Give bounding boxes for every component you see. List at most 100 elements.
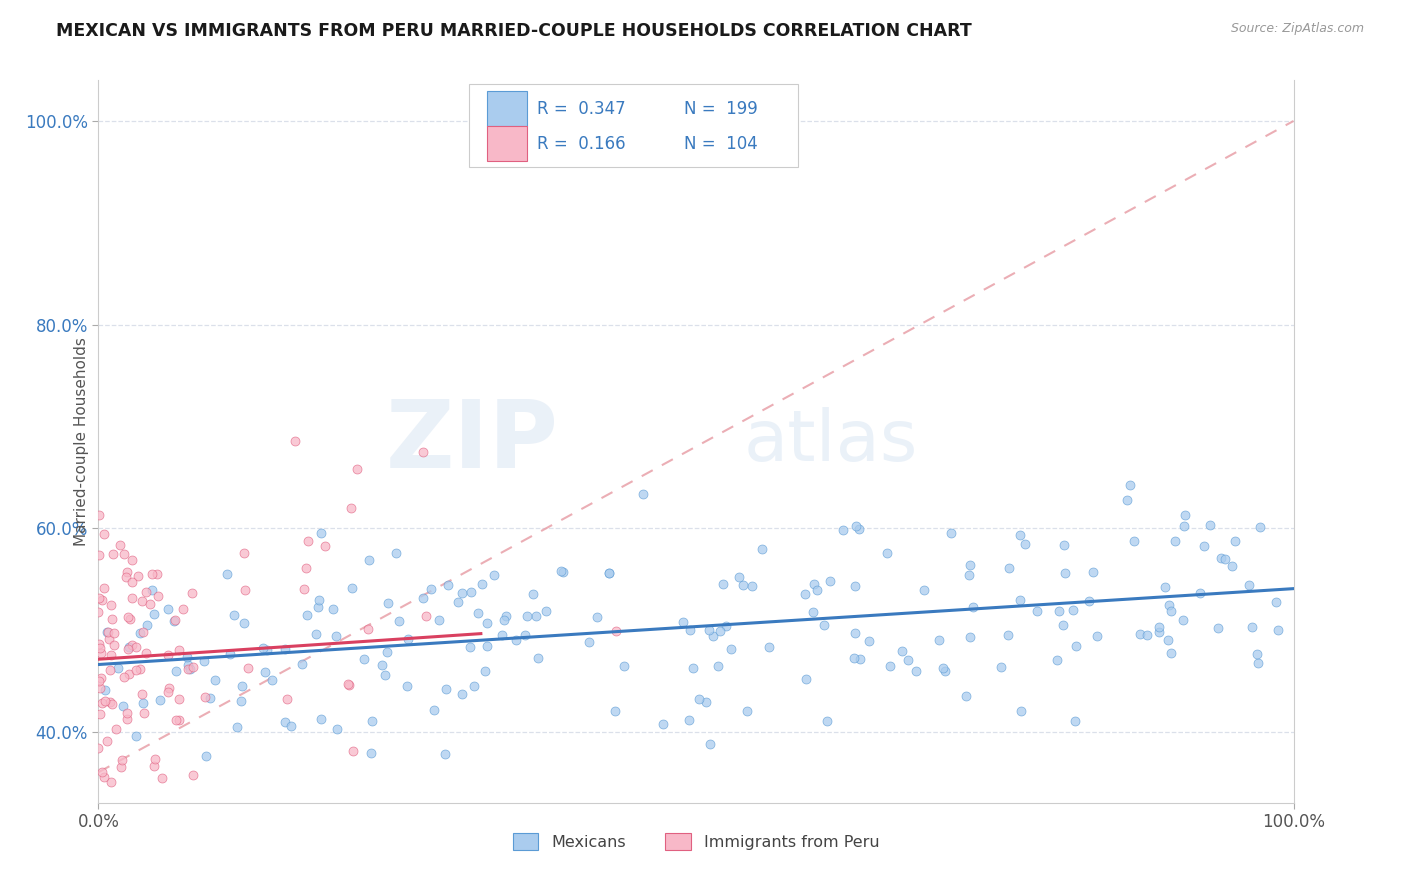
- Point: [633, 487, 655, 501]
- Point: [97, 625, 120, 640]
- Point: [291, 657, 314, 672]
- Point: [108, 538, 131, 552]
- Point: [1116, 492, 1139, 507]
- Point: [193, 654, 215, 668]
- Point: [711, 576, 734, 591]
- Point: [550, 564, 572, 578]
- Point: [371, 658, 394, 673]
- Point: [165, 613, 187, 627]
- Point: [314, 539, 336, 553]
- Point: [87, 636, 110, 650]
- Point: [149, 693, 172, 707]
- FancyBboxPatch shape: [486, 126, 527, 161]
- Point: [217, 567, 239, 582]
- Point: [357, 622, 380, 636]
- Point: [117, 610, 139, 624]
- Point: [672, 615, 695, 629]
- Point: [165, 713, 187, 727]
- Point: [1010, 704, 1032, 718]
- Point: [477, 639, 499, 653]
- Point: [121, 574, 143, 589]
- Point: [1047, 605, 1070, 619]
- Point: [879, 659, 901, 673]
- Point: [284, 434, 307, 448]
- Point: [1160, 646, 1182, 660]
- Point: [125, 729, 148, 743]
- Point: [129, 662, 152, 676]
- Point: [252, 641, 274, 656]
- Point: [117, 713, 139, 727]
- Point: [110, 826, 132, 840]
- Point: [342, 744, 364, 758]
- Point: [1062, 602, 1084, 616]
- Point: [845, 518, 868, 533]
- Point: [89, 706, 111, 721]
- Point: [115, 565, 138, 579]
- Point: [103, 626, 125, 640]
- Point: [679, 624, 702, 638]
- Point: [702, 629, 724, 643]
- Point: [141, 567, 163, 582]
- Point: [114, 872, 136, 887]
- Point: [707, 659, 730, 673]
- Point: [395, 679, 418, 693]
- Point: [955, 689, 977, 703]
- Point: [87, 548, 110, 562]
- Point: [308, 593, 330, 607]
- Point: [260, 673, 283, 687]
- Text: ZIP: ZIP: [385, 395, 558, 488]
- Point: [135, 585, 157, 599]
- Point: [412, 591, 434, 606]
- Point: [89, 681, 111, 696]
- Point: [360, 714, 382, 728]
- Point: [467, 606, 489, 620]
- Point: [233, 615, 256, 630]
- Point: [1085, 629, 1108, 643]
- Point: [957, 567, 980, 582]
- Point: [96, 734, 118, 748]
- Point: [118, 640, 141, 654]
- Point: [377, 596, 399, 610]
- Point: [697, 624, 720, 638]
- Point: [1211, 550, 1233, 565]
- Point: [905, 664, 928, 678]
- Point: [143, 752, 166, 766]
- Point: [678, 713, 700, 727]
- Point: [720, 641, 742, 656]
- Point: [90, 646, 112, 660]
- Point: [94, 694, 117, 708]
- Point: [136, 618, 159, 632]
- Point: [803, 576, 825, 591]
- Point: [832, 523, 855, 537]
- Point: [1064, 714, 1087, 728]
- Point: [100, 598, 122, 612]
- Point: [1246, 656, 1268, 670]
- Point: [360, 746, 382, 760]
- Point: [90, 671, 112, 685]
- Point: [534, 604, 557, 618]
- Point: [1136, 628, 1159, 642]
- Point: [107, 661, 129, 675]
- Point: [436, 682, 458, 697]
- Point: [94, 682, 117, 697]
- Point: [1171, 613, 1194, 627]
- Point: [169, 691, 191, 706]
- Point: [436, 578, 458, 592]
- FancyBboxPatch shape: [470, 84, 797, 167]
- Point: [990, 659, 1012, 673]
- Point: [1025, 604, 1047, 618]
- Point: [709, 624, 731, 638]
- Point: [758, 640, 780, 655]
- Point: [254, 665, 277, 679]
- Point: [131, 696, 153, 710]
- Point: [105, 723, 128, 737]
- Point: [801, 605, 824, 619]
- Point: [527, 651, 550, 665]
- Text: MEXICAN VS IMMIGRANTS FROM PERU MARRIED-COUPLE HOUSEHOLDS CORRELATION CHART: MEXICAN VS IMMIGRANTS FROM PERU MARRIED-…: [56, 22, 972, 40]
- Point: [1147, 625, 1170, 640]
- Point: [578, 635, 600, 649]
- Point: [305, 627, 328, 641]
- Point: [90, 593, 112, 607]
- Point: [997, 560, 1019, 574]
- Point: [156, 602, 179, 616]
